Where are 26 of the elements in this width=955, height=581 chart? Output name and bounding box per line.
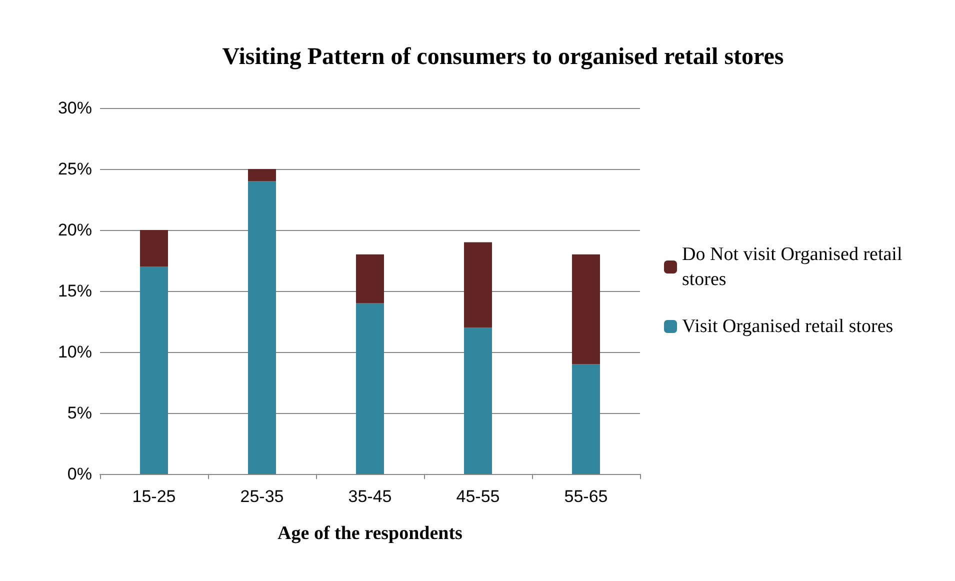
y-tick-label: 10% [58,342,92,362]
x-axis-title: Age of the respondents [278,523,462,544]
y-tick-label: 30% [58,98,92,118]
x-tick-label: 35-45 [348,487,392,506]
bar [464,242,492,328]
bar [248,181,276,474]
chart-title: Visiting Pattern of consumers to organised retail stores [222,44,784,70]
bar [572,254,600,364]
y-tick-label: 0% [67,464,92,484]
bar [464,328,492,474]
bar [356,303,384,474]
x-tick-label: 55-65 [564,487,608,506]
legend-label: Visit Organised retail stores [682,316,894,337]
bar [140,266,168,474]
y-tick-label: 5% [67,404,92,422]
y-tick-label: 15% [58,282,92,300]
x-tick-label: 15-25 [132,487,176,506]
bar [572,364,600,474]
bar [356,254,384,304]
y-tick-label: 25% [58,160,92,178]
x-tick-label: 45-55 [456,487,500,506]
bar [140,230,168,267]
bar [248,169,276,182]
x-tick-label: 25-35 [240,487,284,506]
y-tick-label: 20% [58,220,92,240]
legend-label: Do Not visit Organised retail stores [682,244,907,290]
